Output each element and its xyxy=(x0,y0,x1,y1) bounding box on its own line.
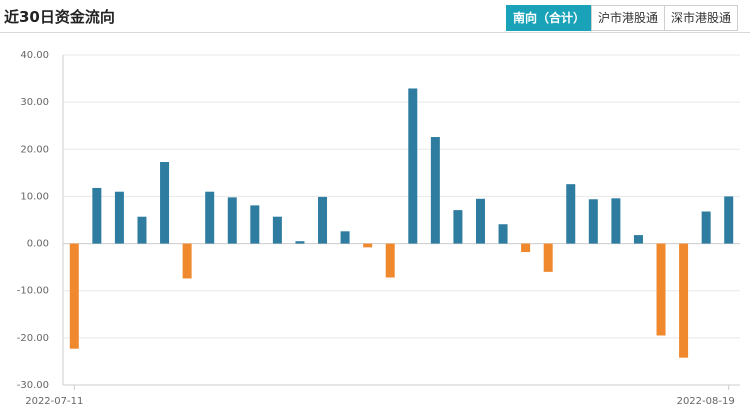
tab[interactable]: 南向（合计） xyxy=(505,5,592,31)
header: 近30日资金流向 南向（合计） 沪市港股通 深市港股通 xyxy=(0,0,750,33)
y-tick-label: 20.00 xyxy=(20,144,49,155)
y-tick-label: 40.00 xyxy=(20,50,49,61)
bar xyxy=(588,199,598,244)
y-tick-label: 0.00 xyxy=(27,239,49,250)
bar xyxy=(566,184,576,244)
bar xyxy=(227,197,237,244)
bar xyxy=(656,243,666,336)
y-tick-label: 10.00 xyxy=(20,191,49,202)
bar xyxy=(114,191,124,244)
tab-bar: 南向（合计） 沪市港股通 深市港股通 xyxy=(505,5,738,31)
bar xyxy=(137,216,147,244)
bar xyxy=(69,243,79,349)
bar xyxy=(521,243,531,253)
x-tick-label: 2022-07-11 xyxy=(25,396,83,407)
bar xyxy=(701,211,711,244)
bar xyxy=(543,243,553,272)
bar xyxy=(205,191,215,244)
y-tick-label: -20.00 xyxy=(17,333,49,344)
bar xyxy=(318,196,328,244)
bar xyxy=(385,243,395,278)
y-tick-label: 30.00 xyxy=(20,97,49,108)
bar xyxy=(724,196,734,244)
x-tick-label: 2022-08-19 xyxy=(677,396,735,407)
bar xyxy=(475,198,485,244)
tab[interactable]: 深市港股通 xyxy=(663,5,738,31)
bar xyxy=(182,243,192,279)
bar xyxy=(160,162,170,244)
bar xyxy=(498,224,508,244)
y-tick-label: -10.00 xyxy=(17,286,49,297)
bar xyxy=(430,137,440,244)
bar xyxy=(295,241,305,244)
bar xyxy=(272,216,282,244)
tab[interactable]: 沪市港股通 xyxy=(590,5,665,31)
bar xyxy=(408,88,418,244)
bar xyxy=(453,210,463,244)
bar xyxy=(363,243,373,248)
bar xyxy=(340,231,350,244)
bar xyxy=(679,243,689,358)
bar xyxy=(92,187,102,244)
bar xyxy=(250,205,260,244)
y-tick-label: -30.00 xyxy=(17,380,49,391)
bar xyxy=(611,198,621,244)
bar xyxy=(633,235,643,244)
page-title: 近30日资金流向 xyxy=(4,8,115,26)
